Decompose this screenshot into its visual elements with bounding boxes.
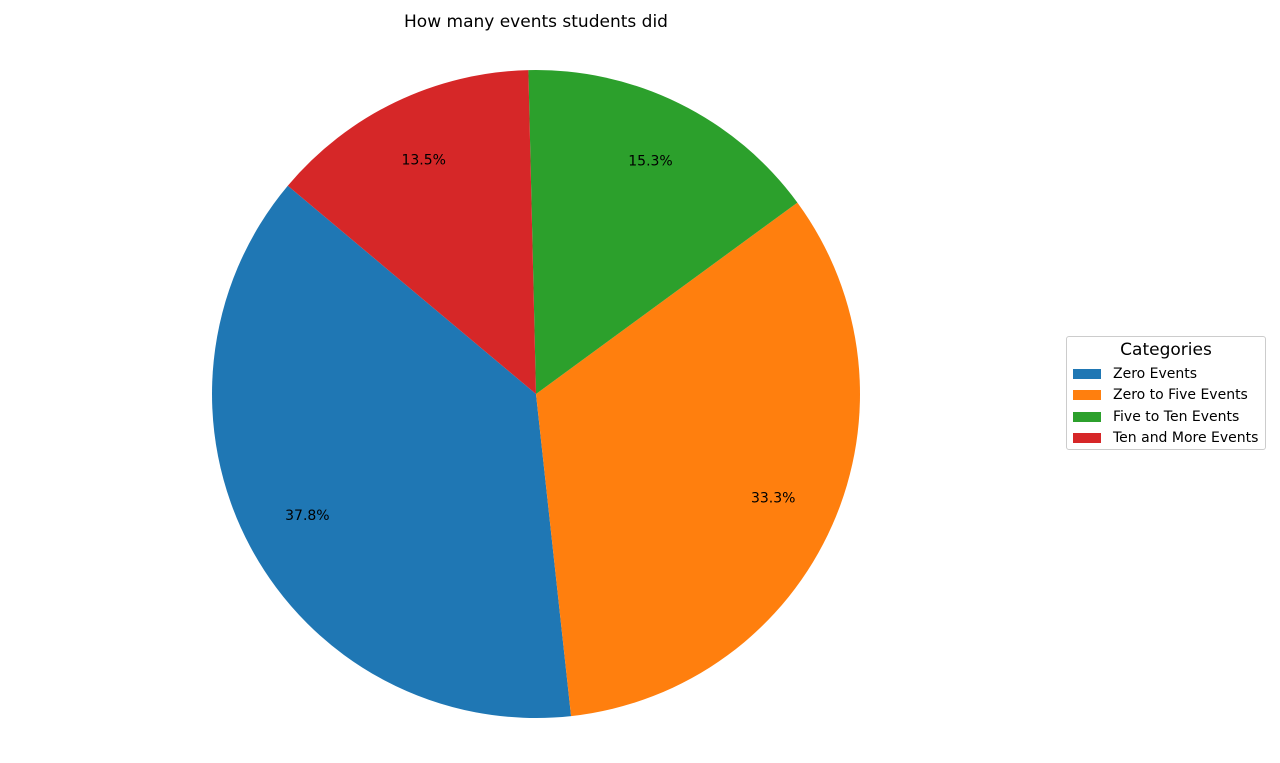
pie-labels: 37.8% 33.3% 15.3% 13.5% <box>285 152 795 524</box>
legend-swatch <box>1073 433 1101 443</box>
pie-slice-percent-label: 37.8% <box>285 508 329 524</box>
legend-label: Zero Events <box>1113 366 1198 382</box>
legend-label: Zero to Five Events <box>1113 387 1248 403</box>
legend-item-five-to-ten-events: Five to Ten Events <box>1073 408 1239 426</box>
legend: Categories Zero Events Zero to Five Even… <box>1066 336 1266 450</box>
pie-slice-ten-and-more-events <box>287 70 536 394</box>
pie-slices <box>212 69 860 718</box>
pie-slice-percent-label: 15.3% <box>628 153 672 169</box>
pie-slice-percent-label: 33.3% <box>751 491 795 507</box>
legend-swatch <box>1073 369 1101 379</box>
legend-item-ten-and-more-events: Ten and More Events <box>1073 429 1258 447</box>
legend-label: Ten and More Events <box>1113 430 1259 446</box>
pie-slice-zero-events <box>212 185 572 718</box>
legend-item-zero-to-five-events: Zero to Five Events <box>1073 386 1248 404</box>
pie-slice-percent-label: 13.5% <box>401 152 445 168</box>
pie-slice-five-to-ten-events <box>528 69 798 394</box>
pie-slice-zero-to-five-events <box>536 202 860 717</box>
legend-item-zero-events: Zero Events <box>1073 365 1197 383</box>
chart-title: How many events students did <box>404 12 668 32</box>
legend-swatch <box>1073 412 1101 422</box>
legend-label: Five to Ten Events <box>1113 409 1240 425</box>
legend-title: Categories <box>1120 340 1212 360</box>
legend-swatch <box>1073 390 1101 400</box>
